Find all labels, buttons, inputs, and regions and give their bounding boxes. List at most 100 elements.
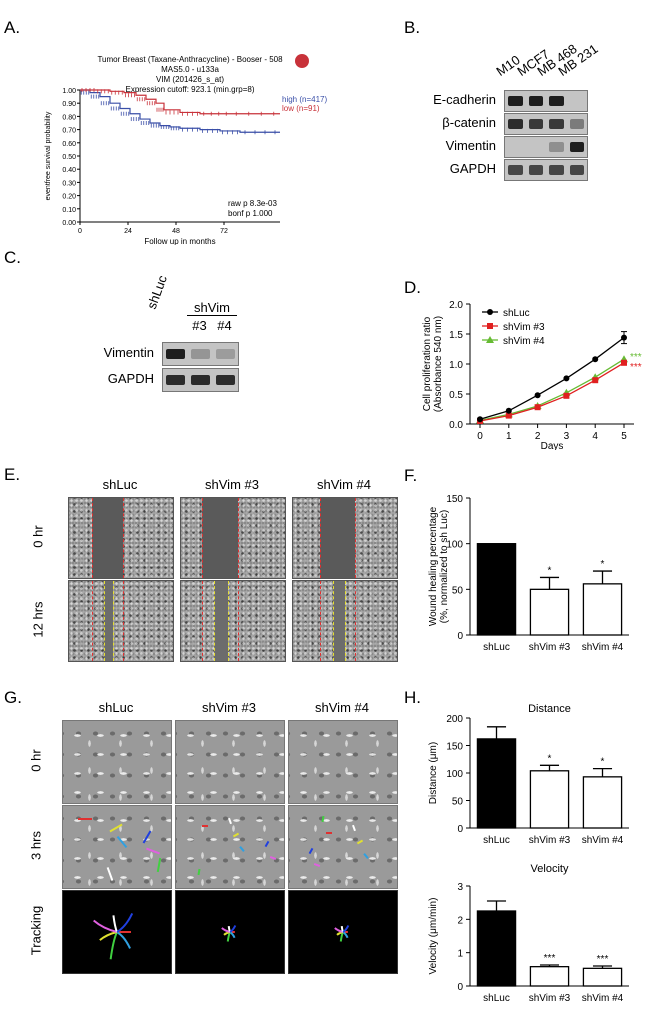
wound-gap bbox=[320, 498, 356, 578]
blot-row-label: GAPDH bbox=[449, 161, 496, 176]
migration-col-label: shLuc bbox=[98, 700, 134, 715]
migration-track-segment bbox=[313, 863, 321, 867]
d-point bbox=[477, 416, 483, 423]
d-point bbox=[534, 404, 541, 411]
panel-label-b: B. bbox=[404, 18, 421, 37]
wound-gap bbox=[201, 498, 239, 578]
wound-col-label: shVim #4 bbox=[317, 477, 371, 492]
wound-image bbox=[292, 580, 398, 662]
d-series-line bbox=[479, 362, 625, 422]
km-x-tick-label: 48 bbox=[172, 228, 180, 235]
bar-sig-label: * bbox=[548, 753, 552, 764]
d-x-tick-label: 3 bbox=[564, 431, 570, 442]
blot-row-label: GAPDH bbox=[107, 371, 154, 386]
bar-sig-label: * bbox=[548, 565, 552, 576]
wound-edge-line bbox=[320, 581, 322, 661]
blot-strip bbox=[504, 113, 588, 135]
wound-healing-images: shLuc shVim #3 shVim #4 0 hr 12 hrs bbox=[20, 475, 398, 665]
bar-y-tick-label: 0 bbox=[457, 824, 463, 835]
blot-row-label: Vimentin bbox=[445, 138, 496, 153]
migration-track-segment bbox=[146, 847, 160, 855]
bar-sig-label: * bbox=[601, 757, 605, 768]
wound-edge-line bbox=[320, 498, 322, 578]
migration-track-segment bbox=[239, 846, 245, 852]
km-x-tick-label: 24 bbox=[124, 228, 132, 235]
km-title: Tumor Breast (Taxane-Anthracycline) - Bo… bbox=[70, 55, 310, 95]
d-point bbox=[534, 392, 541, 399]
wound-image bbox=[292, 497, 398, 579]
d-y-tick-label: 0.5 bbox=[449, 390, 463, 401]
tracking-plot bbox=[288, 890, 398, 974]
d-point bbox=[563, 375, 570, 382]
d-legend-marker bbox=[487, 323, 493, 329]
wound-edge-line bbox=[123, 498, 125, 578]
bar-sig-label: * bbox=[601, 559, 605, 570]
bar-category-label: shVim #4 bbox=[582, 835, 624, 846]
km-y-tick-label: 0.80 bbox=[62, 114, 76, 121]
wound-front-line bbox=[332, 581, 334, 661]
migration-track-segment bbox=[156, 857, 162, 873]
wound-front-line bbox=[227, 581, 229, 661]
blot-sublane-label: #3 bbox=[192, 318, 207, 333]
bar-y-tick-label: 50 bbox=[452, 585, 464, 596]
bar-category-label: shLuc bbox=[483, 993, 510, 1004]
wound-image bbox=[68, 580, 174, 662]
d-legend-label: shLuc bbox=[503, 308, 530, 319]
migration-track-segment bbox=[321, 815, 325, 823]
migration-track-segment bbox=[326, 832, 332, 834]
wound-gap bbox=[104, 581, 113, 661]
migration-col-label: shVim #3 bbox=[202, 700, 256, 715]
migration-track-segment bbox=[356, 839, 364, 845]
panel-label-h: H. bbox=[404, 688, 421, 707]
wound-gap bbox=[332, 581, 345, 661]
migration-track-segment bbox=[197, 868, 201, 876]
migration-image bbox=[288, 720, 398, 804]
bar-y-label: Distance (μm) bbox=[428, 742, 439, 804]
d-point bbox=[592, 377, 599, 384]
bar bbox=[582, 583, 623, 636]
km-legend-low: low (n=91) bbox=[282, 104, 320, 113]
bar-y-tick-label: 2 bbox=[457, 915, 463, 926]
blot-row-label: Vimentin bbox=[103, 345, 154, 360]
blot-band bbox=[166, 349, 185, 359]
panel-label-g: G. bbox=[4, 688, 22, 707]
d-point bbox=[563, 392, 570, 399]
blot-band bbox=[549, 96, 564, 106]
km-title-line: Expression cutoff: 923.1 (min.grp=8) bbox=[125, 85, 255, 94]
d-series-line bbox=[479, 337, 625, 420]
tracking-path bbox=[112, 915, 118, 933]
bar-y-tick-label: 150 bbox=[446, 494, 463, 505]
bar bbox=[476, 910, 517, 987]
bar bbox=[476, 738, 517, 829]
blot-band bbox=[508, 119, 523, 129]
blot-band bbox=[549, 119, 564, 129]
wound-edge-line bbox=[201, 581, 203, 661]
d-y-tick-label: 1.0 bbox=[449, 360, 463, 371]
wound-gap bbox=[214, 581, 228, 661]
bar-category-label: shVim #3 bbox=[529, 642, 571, 653]
d-legend-label: shVim #4 bbox=[503, 336, 545, 347]
wound-gap bbox=[91, 498, 124, 578]
blot-strip bbox=[162, 342, 239, 366]
bar-sig-label: *** bbox=[544, 953, 556, 964]
d-sig-annotation: *** bbox=[630, 352, 642, 363]
bar-y-label: (%, normalized to sh Luc) bbox=[439, 510, 450, 623]
d-point bbox=[505, 412, 512, 419]
migration-image bbox=[175, 805, 285, 889]
bar-category-label: shVim #3 bbox=[529, 835, 571, 846]
blot-sublane-label: #4 bbox=[217, 318, 232, 333]
d-point bbox=[621, 359, 627, 366]
d-y-tick-label: 1.5 bbox=[449, 330, 463, 341]
d-y-tick-label: 0.0 bbox=[449, 420, 463, 431]
km-y-tick-label: 0.40 bbox=[62, 167, 76, 174]
migration-track-segment bbox=[269, 856, 277, 860]
tracking-path bbox=[109, 931, 118, 960]
wound-edge-line bbox=[355, 498, 357, 578]
blot-row-label: β-catenin bbox=[442, 115, 496, 130]
blot-band bbox=[508, 96, 523, 106]
wound-edge-line bbox=[355, 581, 357, 661]
tracking-svg bbox=[221, 925, 237, 942]
blot-strip bbox=[504, 90, 588, 112]
blot-band bbox=[549, 165, 564, 175]
blot-band bbox=[528, 165, 543, 175]
